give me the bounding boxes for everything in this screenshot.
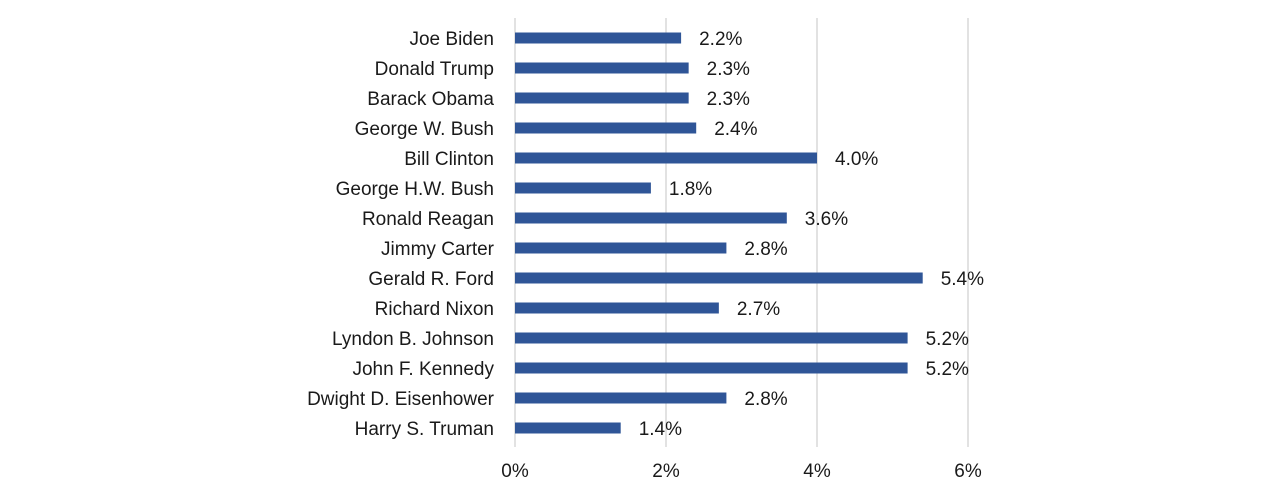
- data-label: 2.3%: [707, 59, 750, 80]
- bar: [515, 32, 682, 44]
- data-label: 1.8%: [669, 179, 712, 200]
- category-label: Ronald Reagan: [362, 209, 494, 230]
- data-label: 1.4%: [639, 419, 682, 440]
- category-label: Dwight D. Eisenhower: [307, 389, 495, 410]
- category-label: Joe Biden: [409, 29, 494, 50]
- category-label: George H.W. Bush: [336, 179, 494, 200]
- bars: [515, 32, 923, 434]
- x-tick-label: 2%: [652, 461, 680, 482]
- data-label: 2.8%: [744, 389, 787, 410]
- bar: [515, 212, 787, 224]
- bar: [515, 152, 817, 164]
- bar: [515, 392, 727, 404]
- bar: [515, 122, 697, 134]
- data-label: 5.2%: [926, 359, 969, 380]
- category-label: Lyndon B. Johnson: [332, 329, 494, 350]
- data-label: 2.3%: [707, 89, 750, 110]
- x-tick-label: 4%: [803, 461, 831, 482]
- bar: [515, 422, 621, 434]
- category-label: Jimmy Carter: [381, 239, 495, 260]
- category-label: John F. Kennedy: [352, 359, 494, 380]
- bar: [515, 242, 727, 254]
- labels: 0% 2% 4% 6% Joe Biden 2.2% Donald Trump 2.3% Bar…: [307, 29, 984, 482]
- bar: [515, 332, 908, 344]
- category-label: Gerald R. Ford: [368, 269, 494, 290]
- bar: [515, 62, 689, 74]
- gridlines: [514, 18, 969, 447]
- data-label: 3.6%: [805, 209, 848, 230]
- bar: [515, 272, 923, 284]
- data-label: 4.0%: [835, 149, 878, 170]
- category-label: Harry S. Truman: [355, 419, 494, 440]
- data-label: 5.2%: [926, 329, 969, 350]
- data-label: 2.2%: [699, 29, 742, 50]
- bar: [515, 92, 689, 104]
- category-label: Bill Clinton: [404, 149, 494, 170]
- bar: [515, 182, 651, 194]
- category-label: Barack Obama: [367, 89, 494, 110]
- x-tick-label: 6%: [954, 461, 982, 482]
- data-label: 2.7%: [737, 299, 780, 320]
- category-label: George W. Bush: [355, 119, 494, 140]
- bar: [515, 362, 908, 374]
- category-label: Richard Nixon: [375, 299, 494, 320]
- x-tick-label: 0%: [501, 461, 529, 482]
- data-label: 2.4%: [714, 119, 757, 140]
- bar: [515, 302, 719, 314]
- data-label: 5.4%: [941, 269, 984, 290]
- data-label: 2.8%: [744, 239, 787, 260]
- category-label: Donald Trump: [375, 59, 494, 80]
